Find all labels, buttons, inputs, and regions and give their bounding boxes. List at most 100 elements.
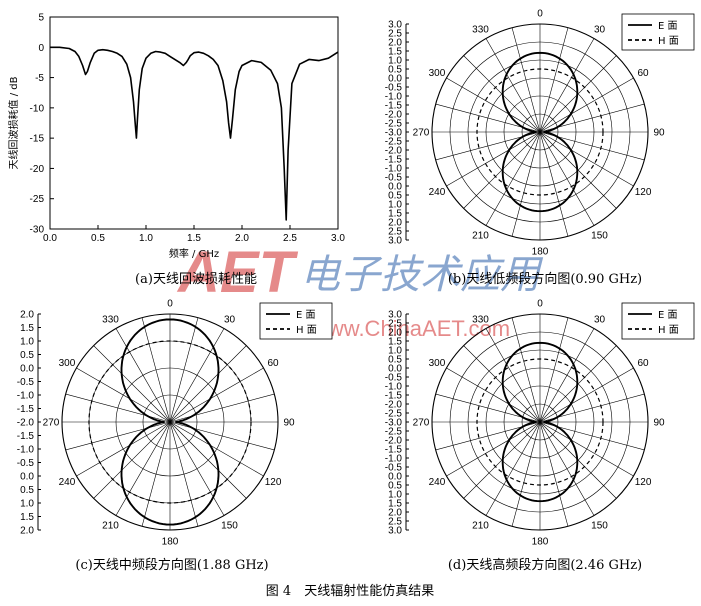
polar-spoke	[65, 421, 171, 451]
polar-spoke	[485, 38, 541, 133]
radial-tick-label: -1.0	[385, 164, 403, 175]
polar-spoke	[115, 328, 171, 423]
radial-tick-label: 3.0	[388, 20, 402, 31]
return-loss-curve	[50, 46, 339, 221]
radial-tick-label: -2.0	[385, 146, 403, 157]
radial-tick-label: 1.0	[388, 346, 402, 357]
radial-tick-label: 1.5	[388, 209, 402, 220]
radial-tick-label: -0.5	[17, 458, 35, 469]
angle-label: 210	[102, 521, 119, 532]
radial-tick-label: -2.5	[385, 137, 403, 148]
polar-spoke	[169, 421, 199, 527]
angle-label: 300	[59, 358, 76, 369]
polar-spoke	[485, 328, 541, 423]
legend-label: E 面	[658, 21, 678, 32]
polar-spoke	[539, 328, 595, 423]
x-tick-label: 1.0	[139, 233, 153, 244]
angle-label: 30	[594, 314, 606, 325]
watermark-logo: AET	[176, 240, 299, 305]
angle-label: 240	[59, 477, 76, 488]
polar-spoke	[446, 367, 541, 423]
polar-spoke	[539, 421, 569, 527]
watermark-brand: 电子技术应用	[300, 252, 544, 298]
e-plane-curve	[501, 341, 579, 503]
angle-label: 0	[537, 299, 543, 310]
h-plane-curve	[476, 68, 604, 196]
radial-tick-label: -1.5	[385, 445, 403, 456]
y-tick-label: -30	[30, 225, 45, 236]
h-plane-curve	[476, 358, 604, 486]
angle-label: 120	[635, 187, 652, 198]
radial-tick-label: 2.5	[388, 227, 402, 238]
polar-spoke	[539, 131, 634, 187]
angle-label: 270	[43, 418, 60, 429]
angle-label: 120	[635, 477, 652, 488]
polar-spoke	[539, 38, 595, 133]
polar-spoke	[76, 421, 171, 477]
radial-tick-label: 2.0	[20, 310, 34, 321]
radial-tick-label: -1.0	[385, 92, 403, 103]
polar-spoke	[169, 421, 275, 451]
radial-tick-label: -0.5	[385, 373, 403, 384]
angle-label: 270	[413, 418, 430, 429]
radial-tick-label: 2.0	[388, 38, 402, 49]
polar-spoke	[446, 131, 541, 187]
e-plane-curve	[501, 51, 579, 213]
angle-label: 270	[413, 128, 430, 139]
caption-d: (d)天线高频段方向图(2.46 GHz)	[448, 557, 642, 573]
h-plane-curve	[88, 340, 252, 504]
angle-label: 90	[653, 128, 665, 139]
legend-box	[621, 13, 695, 51]
angle-label: 180	[162, 537, 179, 548]
polar-spoke	[539, 421, 634, 477]
polar-spoke	[169, 345, 247, 423]
plot-frame	[49, 16, 339, 230]
angle-label: 60	[637, 68, 649, 79]
polar-spoke	[93, 421, 171, 499]
x-tick-label: 0.0	[43, 233, 57, 244]
radial-tick-label: -2.0	[17, 418, 35, 429]
radial-tick-label: 0.0	[20, 472, 34, 483]
polar-spoke	[485, 421, 541, 516]
x-tick-label: 1.5	[187, 233, 201, 244]
radial-tick-label: -1.0	[385, 382, 403, 393]
radial-tick-label: -0.5	[17, 377, 35, 388]
angle-label: 210	[472, 521, 489, 532]
x-axis-label: 频率 / GHz	[169, 247, 219, 260]
polar-spoke	[446, 421, 541, 477]
y-axis-label: 天线回波损耗值 / dB	[7, 76, 20, 169]
radial-tick-label: 2.0	[20, 526, 34, 537]
angle-label: 300	[429, 68, 446, 79]
angle-label: 240	[429, 187, 446, 198]
y-tick-label: -10	[30, 103, 45, 114]
x-tick-label: 3.0	[331, 233, 345, 244]
angle-label: 330	[472, 24, 489, 35]
panel-pattern-high: 3.02.52.01.51.00.50.0-0.5-1.0-1.5-2.0-2.…	[385, 299, 695, 548]
radial-tick-label: -1.5	[385, 155, 403, 166]
polar-spoke	[511, 27, 541, 133]
radial-tick-label: -2.5	[385, 409, 403, 420]
polar-spoke	[539, 367, 634, 423]
radial-tick-label: 1.0	[20, 499, 34, 510]
radial-tick-label: 0.0	[20, 364, 34, 375]
figure-caption: 图 4 天线辐射性能仿真结果	[266, 583, 434, 599]
angle-label: 90	[653, 418, 665, 429]
legend-box	[621, 302, 695, 340]
angle-label: 240	[429, 477, 446, 488]
y-tick-label: 5	[38, 13, 44, 24]
angle-label: 150	[221, 521, 238, 532]
radial-tick-label: -2.5	[385, 427, 403, 438]
polar-spoke	[169, 393, 275, 423]
radial-tick-label: 0.5	[388, 191, 402, 202]
polar-spoke	[169, 421, 225, 516]
radial-tick-label: -3.0	[385, 418, 403, 429]
y-tick-label: -15	[30, 134, 45, 145]
radial-tick-label: 2.5	[388, 319, 402, 330]
angle-label: 180	[532, 247, 549, 258]
polar-spoke	[539, 27, 569, 133]
legend-label: H 面	[658, 325, 679, 336]
angle-label: 150	[591, 231, 608, 242]
legend-label: E 面	[658, 310, 678, 321]
e-plane-curve	[120, 318, 220, 526]
radial-tick-label: 1.0	[20, 337, 34, 348]
